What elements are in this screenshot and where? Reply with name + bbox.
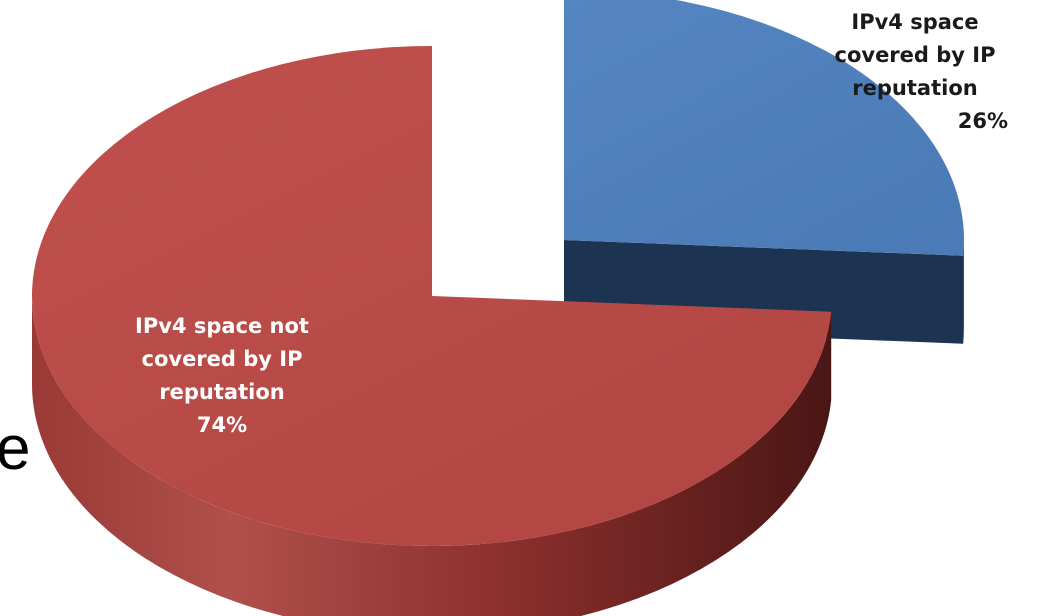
pie-slice-not-covered [32, 46, 832, 616]
cropped-edge-text: e [0, 414, 31, 483]
slice-label-line: IPv4 space [851, 10, 979, 34]
slice-value-label: 26% [957, 109, 1008, 133]
slice-top-face [564, 0, 964, 256]
slice-label-not-covered: IPv4 space not covered by IP reputation … [72, 310, 372, 442]
slice-outer-side [963, 240, 964, 344]
slice-label-line: reputation [159, 380, 285, 404]
slice-top-face [32, 46, 832, 546]
slice-label-line: covered by IP [141, 347, 303, 371]
slice-outer-side [32, 296, 832, 616]
slice-label-covered: IPv4 space covered by IP reputation 26% [800, 6, 1030, 138]
slice-value-label: 74% [196, 413, 248, 437]
slice-label-line: IPv4 space not [135, 314, 309, 338]
slice-label-line: reputation [852, 76, 978, 100]
slice-label-line: covered by IP [834, 43, 996, 67]
